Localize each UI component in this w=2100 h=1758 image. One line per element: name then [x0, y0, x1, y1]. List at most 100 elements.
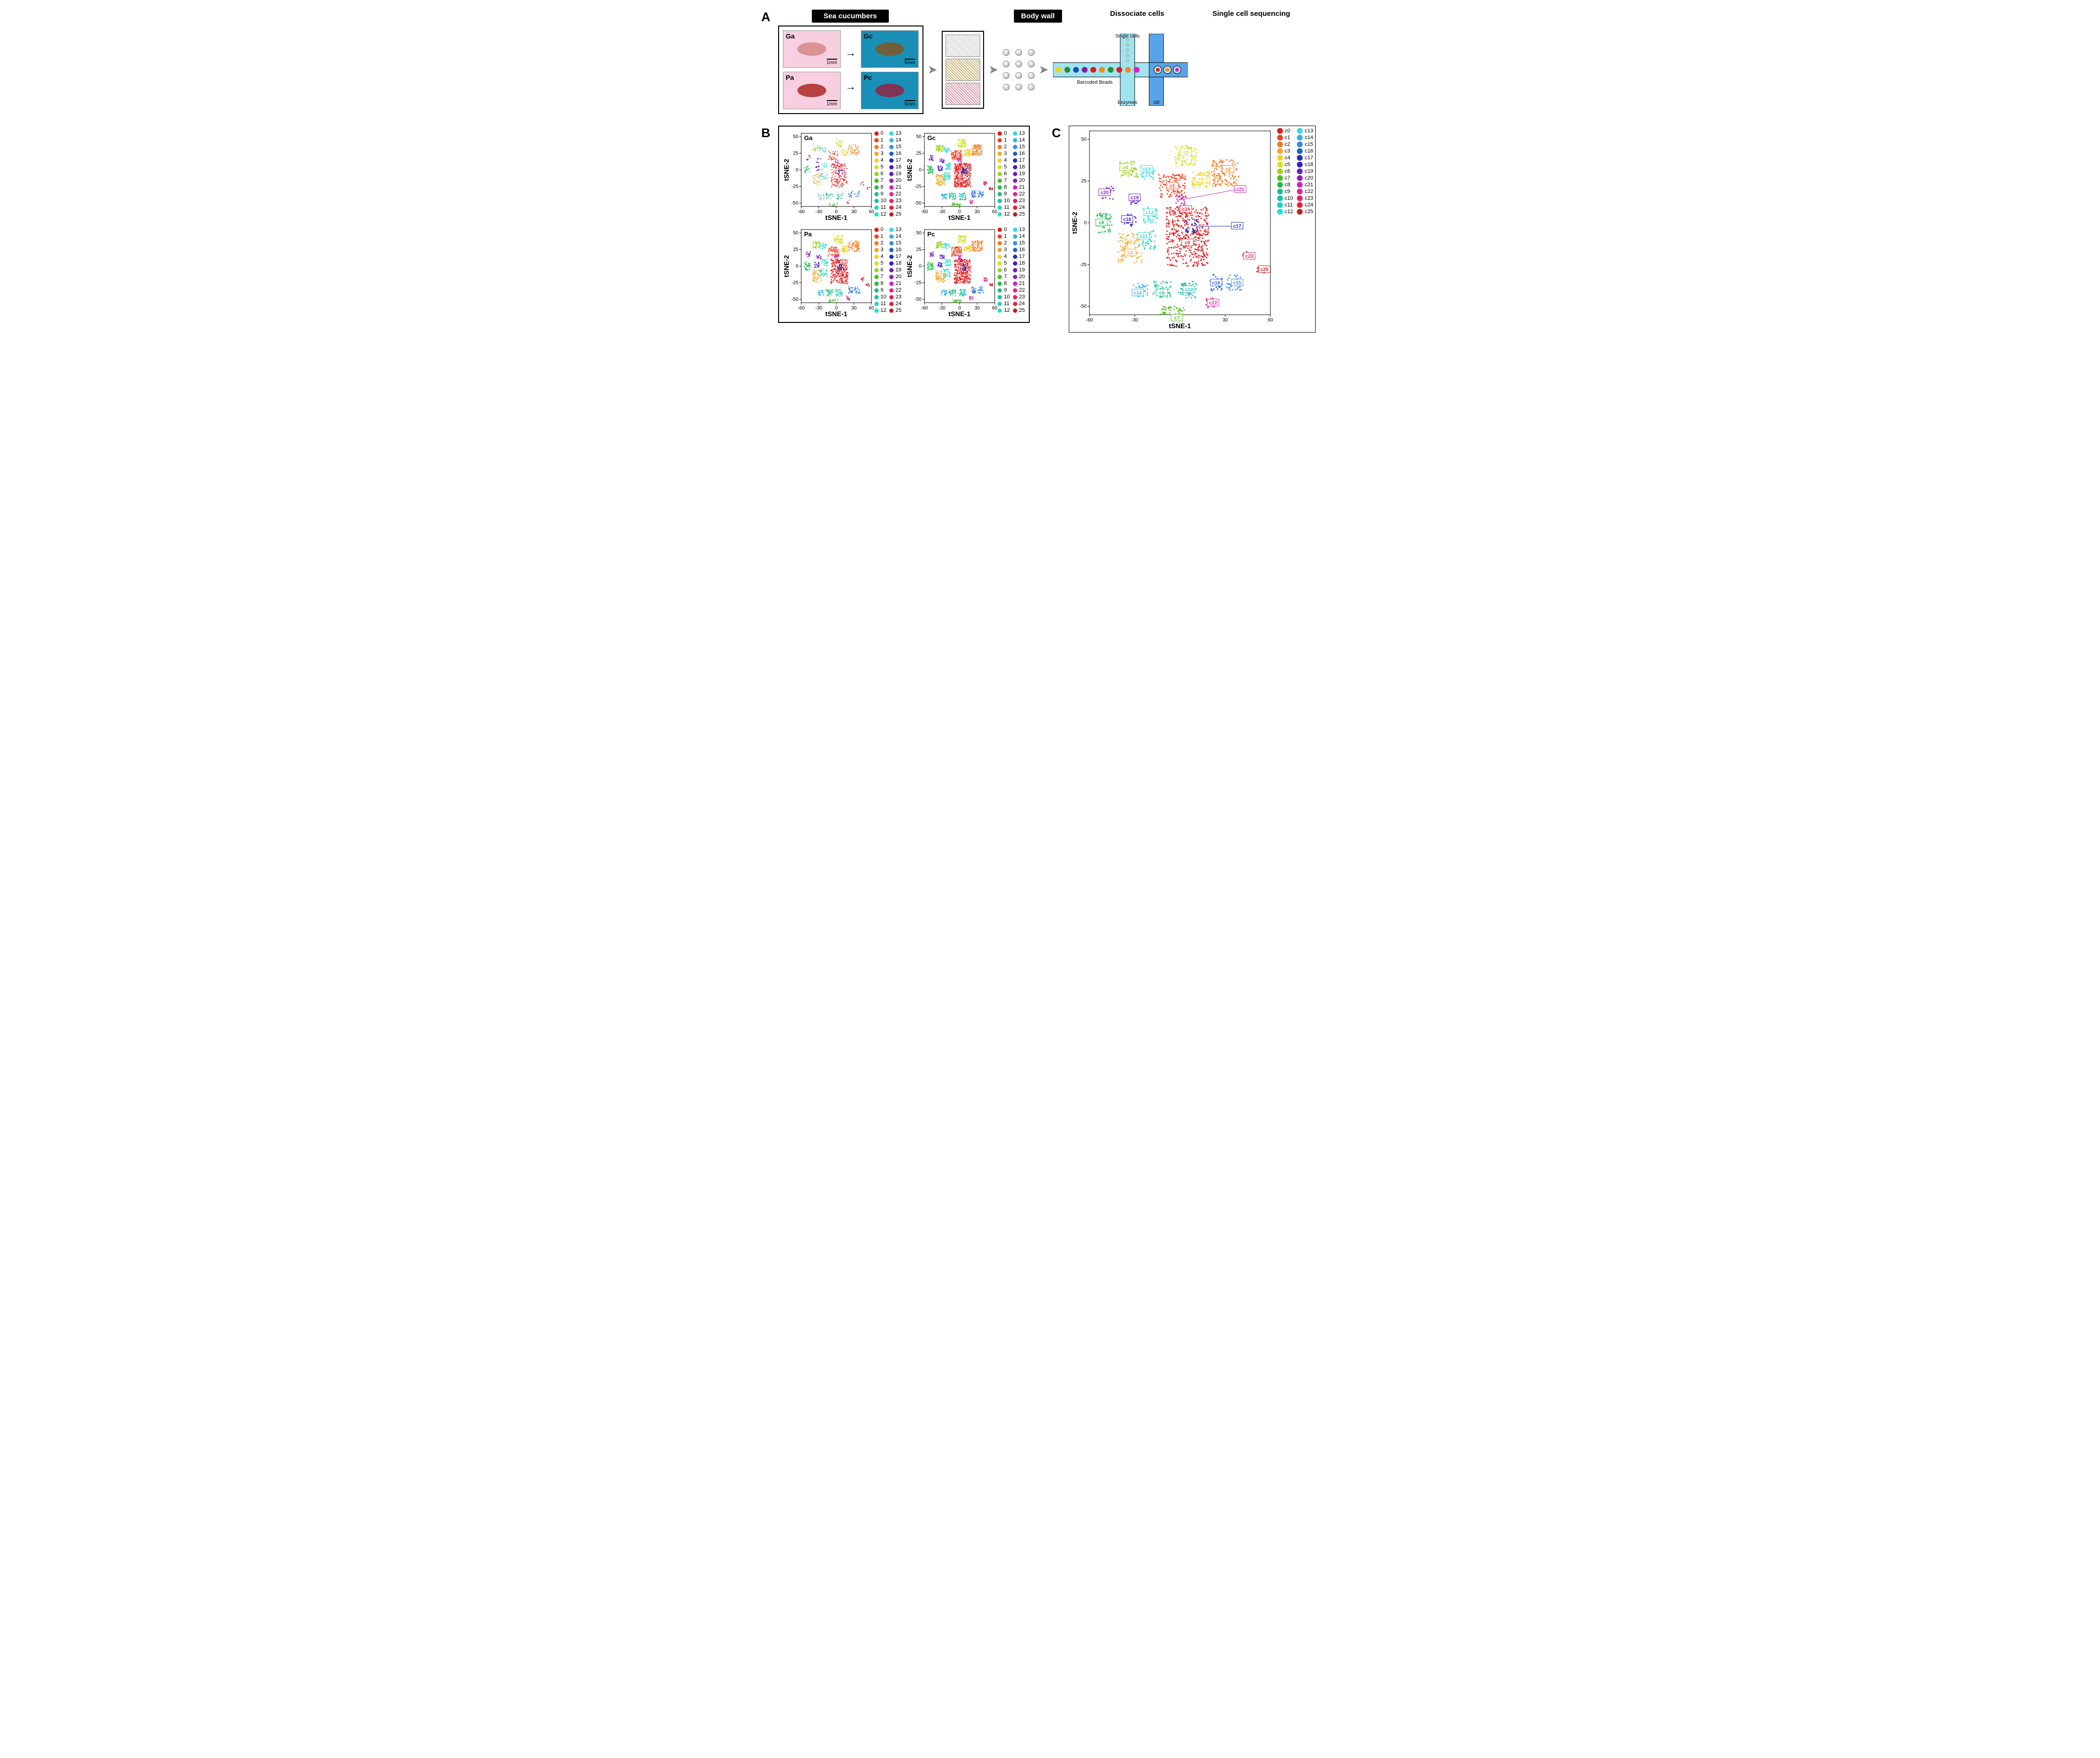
legend-item: 23: [1013, 294, 1025, 300]
svg-text:0: 0: [795, 264, 798, 269]
svg-text:Pc: Pc: [927, 231, 935, 238]
legend-item: c8: [1277, 182, 1293, 188]
legend-item: 18: [1013, 260, 1025, 266]
sample-image-ga: Ga1mm: [783, 30, 841, 68]
legend-item: 19: [889, 171, 901, 177]
legend-item: 18: [889, 260, 901, 266]
header-dissociate-cells: Dissociate cells: [1110, 10, 1165, 18]
svg-text:-50: -50: [915, 201, 922, 206]
tsne-scatter-pc: -60-3003060-50-2502550tSNE-1tSNE-2Pc: [906, 227, 998, 318]
svg-text:-60: -60: [798, 306, 805, 311]
legend-item: 12: [874, 308, 886, 313]
legend-item: 11: [998, 205, 1010, 210]
texture-swatch: [946, 59, 980, 81]
svg-text:-25: -25: [915, 281, 922, 286]
legend-item: 4: [874, 254, 886, 259]
texture-swatch: [946, 83, 980, 105]
legend-item: 8: [874, 281, 886, 286]
dissociated-cells: [1003, 49, 1035, 90]
svg-text:tSNE-2: tSNE-2: [906, 159, 913, 181]
legend-item: c24: [1297, 202, 1313, 208]
legend-item: c2: [1277, 141, 1293, 147]
legend-item: 22: [889, 287, 901, 293]
bodywall-box: [942, 31, 984, 109]
sample-image-pa: Pa1mm: [783, 72, 841, 109]
legend-item: 1: [874, 137, 886, 143]
legend-item: 9: [874, 191, 886, 197]
header-body-wall: Body wall: [1014, 10, 1062, 23]
legend-item: c14: [1297, 135, 1313, 141]
legend-item: 23: [889, 294, 901, 300]
cell-dot: [1003, 72, 1010, 79]
panel-a-headers: Sea cucumbers Body wall Dissociate cells…: [812, 10, 1339, 23]
legend-item: c10: [1277, 195, 1293, 201]
sample-image-pc: Pc5mm: [861, 72, 919, 109]
legend-item: 20: [889, 178, 901, 183]
svg-text:tSNE-1: tSNE-1: [1169, 322, 1191, 330]
svg-text:Gc: Gc: [927, 134, 935, 141]
legend-item: 16: [1013, 247, 1025, 253]
legend-item: 9: [874, 287, 886, 293]
legend-item: 5: [874, 164, 886, 170]
sea-cucumber-box: Ga1mm Pa1mm → → Gc5mm Pc5mm: [778, 26, 923, 114]
legend-item: c16: [1297, 148, 1313, 154]
panel-a-label: A: [761, 10, 770, 25]
legend-item: 4: [998, 254, 1010, 259]
svg-text:-50: -50: [791, 201, 798, 206]
arrow-icon: →: [845, 47, 856, 59]
legend-item: c5: [1277, 162, 1293, 167]
panel-b: -60-3003060-50-2502550tSNE-1tSNE-2Ga 012…: [778, 126, 1030, 323]
legend-item: c11: [1277, 202, 1293, 208]
legend-item: 21: [889, 184, 901, 190]
svg-text:tSNE-1: tSNE-1: [948, 214, 971, 221]
legend-item: 19: [889, 267, 901, 273]
legend-item: 6: [874, 267, 886, 273]
legend-item: 25: [1013, 211, 1025, 217]
legend-item: 22: [889, 191, 901, 197]
cell-dot: [1028, 72, 1035, 79]
svg-text:-30: -30: [939, 306, 946, 311]
legend-item: 2: [874, 240, 886, 246]
sample-image-gc: Gc5mm: [861, 30, 919, 68]
legend-item: 21: [889, 281, 901, 286]
legend-item: c20: [1297, 175, 1313, 181]
svg-text:25: 25: [916, 247, 922, 252]
svg-text:Single cells: Single cells: [1115, 34, 1140, 39]
legend-item: 7: [874, 178, 886, 183]
cell-dot: [1015, 49, 1022, 56]
legend-item: c13: [1297, 128, 1313, 134]
legend-item: 20: [889, 274, 901, 280]
cell-dot: [1015, 84, 1022, 90]
svg-text:tSNE-2: tSNE-2: [783, 255, 790, 277]
legend-item: 2: [874, 144, 886, 150]
legend-item: 11: [874, 205, 886, 210]
svg-text:Enzymes: Enzymes: [1118, 100, 1138, 105]
legend-item: 17: [1013, 254, 1025, 259]
svg-text:0: 0: [919, 264, 922, 269]
legend-item: 20: [1013, 274, 1025, 280]
legend-item: 9: [998, 191, 1010, 197]
legend-item: 15: [889, 240, 901, 246]
legend-item: 16: [1013, 151, 1025, 156]
legend-item: 0: [998, 227, 1010, 232]
cell-dot: [1003, 49, 1010, 56]
tsne-scatter-gc: -60-3003060-50-2502550tSNE-1tSNE-2Gc: [906, 130, 998, 222]
panel-bc-row: B -60-3003060-50-2502550tSNE-1tSNE-2Ga 0…: [761, 126, 1339, 333]
svg-text:-25: -25: [791, 281, 798, 286]
svg-text:30: 30: [851, 306, 857, 311]
legend-item: 17: [889, 157, 901, 163]
cell-dot: [1028, 84, 1035, 90]
panel-c-label: C: [1052, 126, 1061, 141]
legend-item: 6: [874, 171, 886, 177]
legend-item: 18: [889, 164, 901, 170]
svg-text:60: 60: [869, 306, 874, 311]
svg-text:-60: -60: [798, 209, 805, 215]
legend-item: 6: [998, 171, 1010, 177]
legend-item: 13: [1013, 227, 1025, 232]
tsne-pa-wrap: -60-3003060-50-2502550tSNE-1tSNE-2Pa 012…: [783, 227, 902, 318]
legend-item: c18: [1297, 162, 1313, 167]
legend-item: c21: [1297, 182, 1313, 188]
svg-text:50: 50: [793, 134, 799, 140]
legend-item: 0: [874, 227, 886, 232]
legend-item: 15: [1013, 144, 1025, 150]
